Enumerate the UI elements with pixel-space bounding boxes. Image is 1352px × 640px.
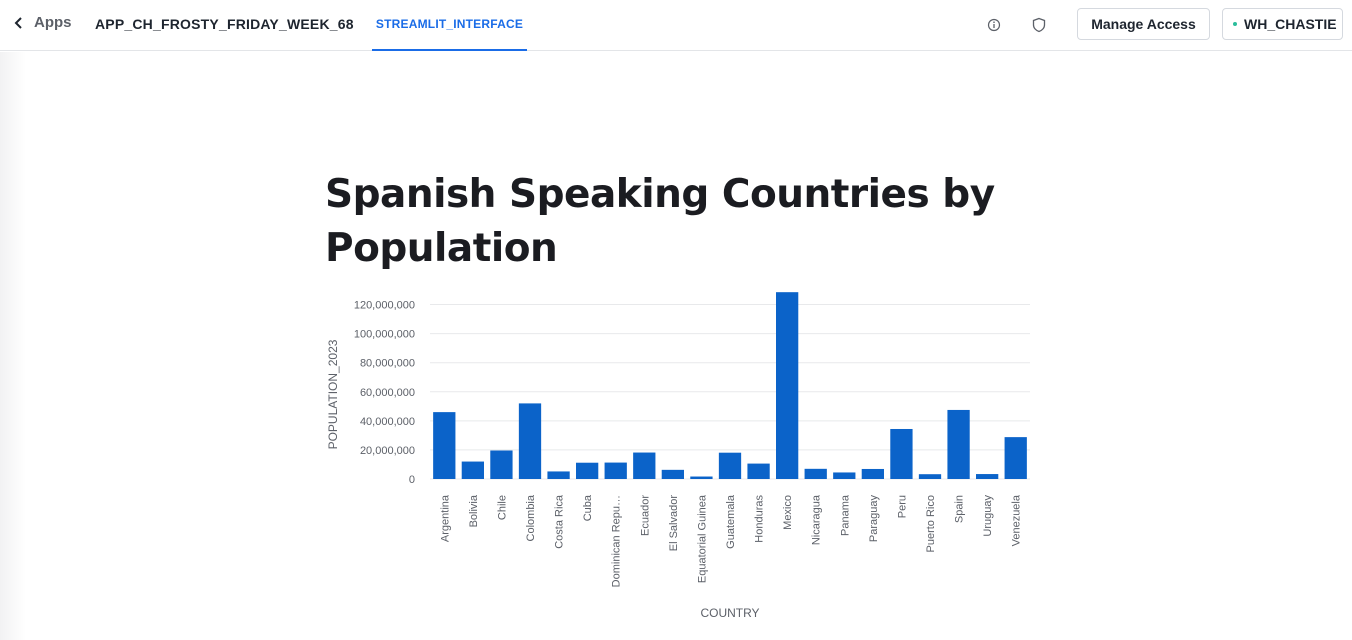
x-tick-label: Ecuador [639, 495, 651, 536]
x-tick-label: Equatorial Guinea [696, 494, 708, 583]
y-tick-label: 20,000,000 [360, 445, 415, 457]
y-tick-label: 120,000,000 [354, 300, 415, 312]
status-dot [1233, 22, 1237, 26]
bar [690, 476, 713, 479]
x-tick-label: Cuba [582, 494, 594, 521]
sidebar-edge [0, 52, 26, 640]
bar [861, 468, 884, 479]
bar [833, 472, 856, 479]
x-tick-label: Paraguay [868, 495, 880, 543]
tab-label[interactable]: STREAMLIT_INTERFACE [375, 17, 524, 31]
bar [718, 452, 742, 479]
x-tick-label: Panama [839, 494, 851, 536]
bar [804, 468, 827, 479]
y-tick-label: 80,000,000 [360, 358, 415, 370]
x-tick-label: Chile [496, 495, 508, 520]
bar [576, 462, 599, 479]
x-tick-label: Nicaragua [811, 494, 823, 545]
y-tick-label: 100,000,000 [354, 329, 415, 341]
bar [747, 463, 770, 479]
tab-streamlit-interface[interactable]: STREAMLIT_INTERFACE [372, 0, 527, 51]
x-tick-label: El Salvador [668, 495, 680, 552]
bar [661, 469, 684, 479]
bar [1004, 437, 1027, 479]
y-axis-title: POPULATION_2023 [326, 339, 340, 449]
x-tick-label: Argentina [439, 494, 451, 542]
y-tick-label: 60,000,000 [360, 387, 415, 399]
page-title: Spanish Speaking Countries by Population [325, 172, 995, 271]
warehouse-label: WH_CHASTIE [1244, 16, 1337, 32]
info-icon[interactable] [983, 14, 1005, 36]
x-axis-title: COUNTRY [700, 606, 759, 620]
back-to-apps-link[interactable]: Apps [12, 14, 72, 31]
x-tick-label: Spain [954, 495, 966, 523]
bar [890, 428, 913, 479]
y-tick-label: 40,000,000 [360, 416, 415, 428]
back-label[interactable]: Apps [34, 14, 72, 31]
x-tick-label: Uruguay [982, 495, 994, 537]
bar [604, 462, 627, 479]
x-tick-label: Costa Rica [554, 494, 566, 549]
manage-access-button[interactable]: Manage Access [1077, 8, 1210, 40]
x-tick-label: Dominican Repu… [611, 495, 623, 587]
top-bar: Apps APP_CH_FROSTY_FRIDAY_WEEK_68 STREAM… [0, 0, 1352, 51]
x-tick-label: Honduras [754, 495, 766, 543]
bar [490, 450, 513, 479]
chevron-left-icon [14, 16, 22, 29]
x-tick-label: Bolivia [468, 494, 480, 527]
bar-chart: 0 20,000,000 40,000,000 60,000,000 80,000,00… [326, 292, 1030, 620]
x-tick-label: Guatemala [725, 494, 737, 549]
warehouse-selector[interactable]: WH_CHASTIE [1222, 8, 1343, 40]
bar [776, 292, 799, 479]
x-tick-label: Venezuela [1011, 494, 1023, 546]
x-tick-label: Peru [896, 495, 908, 518]
x-tick-label: Colombia [525, 494, 537, 541]
bar [947, 409, 970, 479]
bar [518, 403, 542, 479]
bar [547, 471, 570, 479]
shield-icon[interactable] [1028, 14, 1050, 36]
bar [918, 474, 942, 479]
bar [976, 474, 999, 479]
y-tick-label: 0 [409, 474, 415, 486]
bar [461, 461, 484, 479]
bar [633, 452, 656, 479]
x-tick-label: Mexico [782, 495, 794, 530]
bar [433, 412, 456, 479]
app-name: APP_CH_FROSTY_FRIDAY_WEEK_68 [95, 16, 354, 32]
x-tick-label: Puerto Rico [925, 495, 937, 552]
